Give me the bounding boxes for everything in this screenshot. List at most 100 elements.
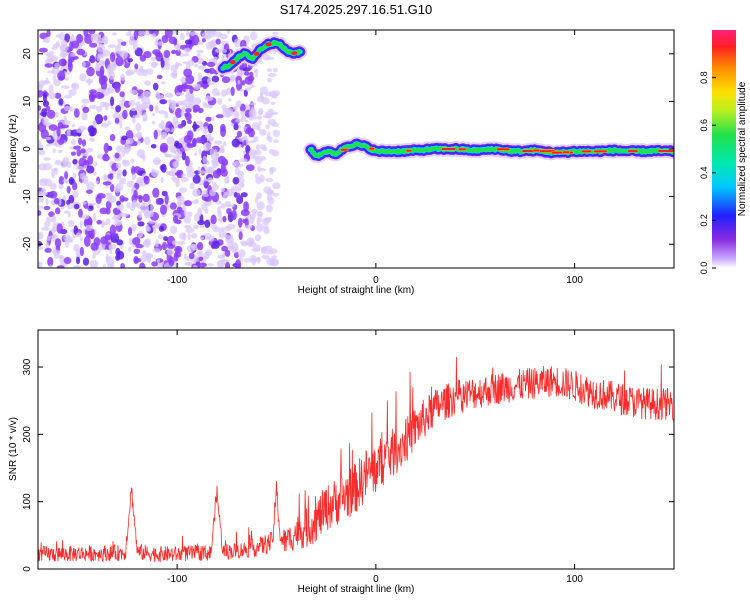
noise-speckle (243, 89, 248, 97)
noise-speckle (191, 34, 200, 46)
noise-speckle (147, 210, 154, 218)
noise-speckle (233, 110, 240, 119)
noise-speckle (158, 123, 163, 129)
noise-speckle (204, 208, 209, 214)
noise-speckle (58, 176, 65, 185)
noise-speckle (224, 249, 231, 257)
snr-y-label: SNR (10 * v/v) (8, 417, 19, 481)
noise-speckle (168, 36, 178, 45)
noise-speckle (73, 225, 79, 235)
noise-speckle (38, 105, 42, 111)
noise-speckle (254, 155, 263, 165)
noise-speckle (220, 33, 228, 40)
noise-speckle (63, 94, 73, 99)
noise-speckle (231, 138, 240, 148)
noise-speckle (133, 141, 138, 147)
noise-speckle (128, 89, 138, 94)
noise-speckle (86, 147, 93, 153)
noise-speckle (254, 173, 259, 180)
noise-speckle (265, 177, 274, 183)
noise-speckle (130, 107, 137, 112)
noise-speckle (52, 222, 57, 232)
noise-speckle (211, 159, 219, 165)
noise-speckle (240, 240, 248, 245)
noise-speckle (203, 201, 213, 206)
noise-speckle (184, 39, 193, 45)
noise-speckle (151, 121, 156, 125)
upper-track-hot (229, 60, 236, 65)
noise-speckle (202, 126, 209, 135)
noise-speckle (181, 151, 187, 161)
noise-speckle (176, 42, 181, 52)
noise-speckle (183, 253, 187, 258)
noise-speckle (82, 257, 90, 266)
x-tick-label: 0 (373, 275, 379, 286)
noise-speckle (220, 187, 225, 193)
noise-speckle (66, 128, 71, 137)
noise-speckle (198, 170, 207, 174)
noise-speckle (120, 41, 127, 46)
noise-speckle (95, 40, 104, 44)
noise-speckle (135, 122, 142, 132)
noise-speckle (171, 49, 177, 55)
noise-speckle (140, 254, 148, 263)
noise-speckle (156, 74, 163, 80)
colorbar-gradient (712, 30, 736, 268)
noise-speckle (124, 126, 131, 131)
noise-speckle (148, 220, 157, 224)
noise-speckle (194, 198, 199, 204)
noise-speckle (204, 95, 214, 102)
noise-speckle (145, 226, 151, 232)
noise-speckle (109, 62, 117, 69)
noise-speckle (55, 207, 61, 215)
noise-speckle (58, 183, 64, 190)
noise-speckle (250, 106, 256, 115)
noise-speckle (86, 181, 95, 191)
noise-speckle (250, 31, 258, 41)
noise-speckle (252, 211, 257, 216)
noise-speckle (110, 232, 119, 237)
noise-speckle (151, 112, 156, 116)
noise-speckle (45, 77, 49, 83)
noise-speckle (43, 37, 51, 44)
noise-speckle (150, 203, 154, 213)
noise-speckle (252, 136, 259, 143)
noise-speckle (132, 115, 136, 124)
snr-plot-area (38, 330, 674, 569)
noise-speckle (194, 212, 200, 222)
noise-speckle (175, 107, 183, 119)
noise-speckle (52, 148, 56, 154)
noise-speckle (51, 170, 55, 179)
noise-speckle (186, 143, 195, 149)
noise-speckle (41, 108, 48, 118)
noise-speckle (120, 212, 129, 218)
noise-speckle (207, 123, 214, 134)
noise-speckle (238, 217, 243, 228)
noise-speckle (160, 81, 166, 85)
snr-frame (37, 329, 675, 570)
x-tick-label: -100 (167, 275, 187, 286)
noise-speckle (192, 188, 201, 197)
noise-speckle (38, 80, 46, 87)
noise-speckle (251, 257, 257, 266)
noise-speckle (236, 130, 243, 138)
noise-speckle (183, 52, 189, 57)
noise-speckle (43, 221, 51, 228)
noise-speckle (249, 84, 255, 89)
noise-speckle (253, 69, 259, 73)
noise-speckle (234, 160, 240, 168)
noise-speckle (116, 239, 124, 246)
noise-speckle (226, 208, 232, 215)
noise-speckle (155, 198, 161, 205)
noise-speckle (214, 140, 223, 145)
noise-speckle (122, 160, 131, 167)
noise-speckle (149, 104, 154, 112)
chart-title: S174.2025.297.16.51.G10 (280, 2, 433, 17)
noise-speckle (212, 169, 221, 179)
noise-speckle (143, 240, 148, 246)
snr-series-line (38, 356, 674, 563)
noise-speckle (271, 192, 280, 197)
noise-speckle (73, 108, 80, 118)
noise-speckle (206, 41, 213, 51)
noise-speckle (119, 177, 127, 185)
